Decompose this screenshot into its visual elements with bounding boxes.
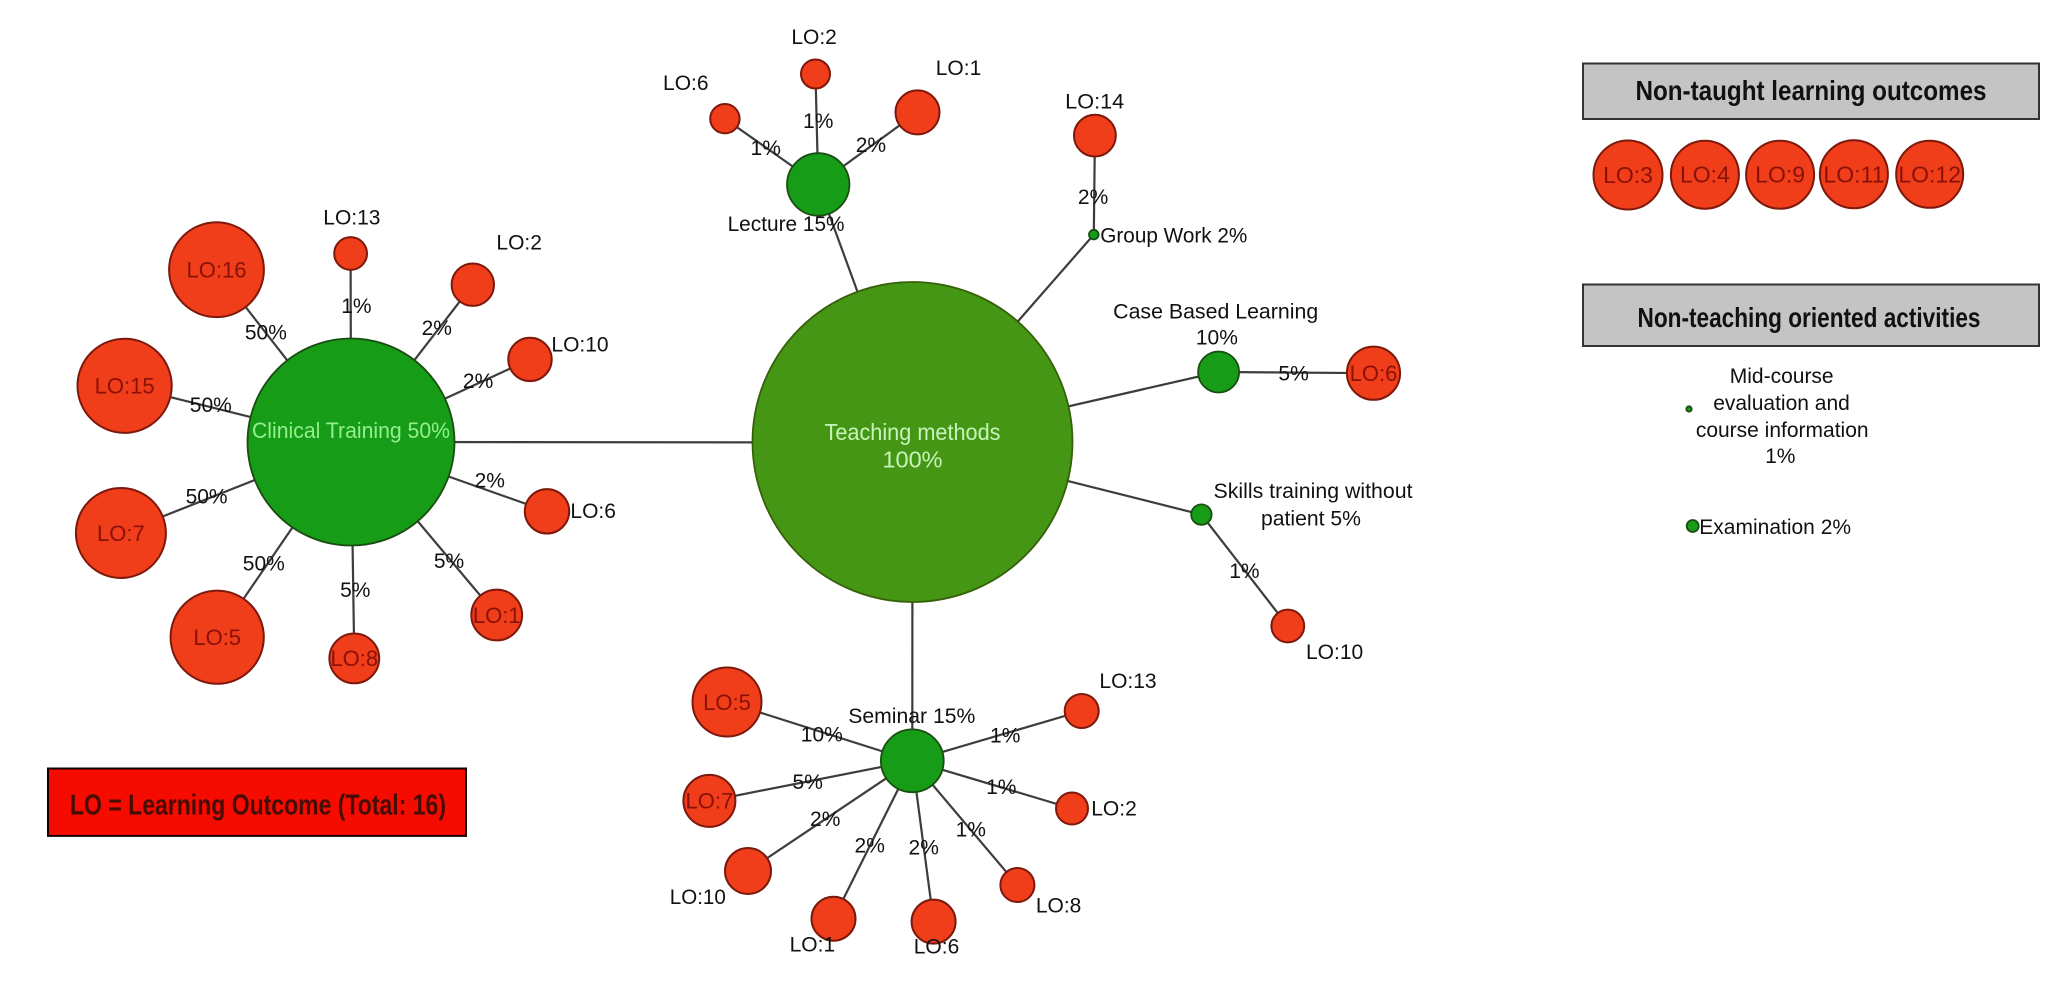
svg-text:LO:11: LO:11 xyxy=(1823,161,1884,187)
svg-text:LO:1: LO:1 xyxy=(790,934,836,957)
svg-text:LO:12: LO:12 xyxy=(1898,161,1961,187)
svg-text:1%: 1% xyxy=(990,724,1020,747)
svg-text:Clinical Training 50%: Clinical Training 50% xyxy=(252,418,450,443)
svg-text:2%: 2% xyxy=(1078,186,1108,209)
svg-text:LO:7: LO:7 xyxy=(686,789,734,814)
svg-text:LO:16: LO:16 xyxy=(187,258,247,283)
svg-text:2%: 2% xyxy=(909,836,939,859)
svg-text:Mid-course: Mid-course xyxy=(1730,365,1834,388)
svg-text:LO:3: LO:3 xyxy=(1603,162,1653,188)
svg-text:2%: 2% xyxy=(810,808,840,831)
svg-text:1%: 1% xyxy=(986,776,1016,799)
svg-text:Examination 2%: Examination 2% xyxy=(1699,516,1851,539)
svg-text:100%: 100% xyxy=(882,447,942,473)
svg-text:1%: 1% xyxy=(1229,560,1259,583)
svg-text:2%: 2% xyxy=(422,317,452,340)
svg-text:LO:7: LO:7 xyxy=(97,521,145,546)
svg-text:LO:6: LO:6 xyxy=(663,72,709,95)
svg-text:5%: 5% xyxy=(793,771,823,794)
svg-text:LO:14: LO:14 xyxy=(1065,91,1124,114)
svg-text:LO:6: LO:6 xyxy=(570,500,616,523)
svg-text:Group Work 2%: Group Work 2% xyxy=(1100,225,1247,248)
svg-text:LO:2: LO:2 xyxy=(496,231,542,254)
svg-text:patient 5%: patient 5% xyxy=(1261,508,1361,531)
svg-text:LO:5: LO:5 xyxy=(193,625,241,650)
svg-text:1%: 1% xyxy=(1765,445,1795,468)
svg-text:LO:1: LO:1 xyxy=(473,603,521,628)
svg-text:LO:6: LO:6 xyxy=(914,936,960,959)
svg-text:LO:8: LO:8 xyxy=(1036,894,1082,917)
svg-text:LO:4: LO:4 xyxy=(1680,162,1730,188)
svg-text:LO:10: LO:10 xyxy=(551,333,608,356)
svg-text:LO:15: LO:15 xyxy=(95,374,155,399)
svg-text:50%: 50% xyxy=(190,394,232,417)
svg-text:50%: 50% xyxy=(186,486,228,509)
svg-text:LO:5: LO:5 xyxy=(703,690,751,715)
svg-text:LO:13: LO:13 xyxy=(1099,670,1156,693)
svg-text:5%: 5% xyxy=(1278,363,1308,386)
svg-text:1%: 1% xyxy=(803,110,833,133)
svg-text:LO:2: LO:2 xyxy=(1091,798,1137,821)
svg-text:Teaching methods: Teaching methods xyxy=(825,419,1001,445)
svg-text:LO:2: LO:2 xyxy=(791,26,837,49)
svg-text:2%: 2% xyxy=(463,370,493,393)
svg-text:LO = Learning Outcome (Total:: LO = Learning Outcome (Total: 16) xyxy=(70,790,446,822)
svg-text:LO:13: LO:13 xyxy=(323,206,380,229)
svg-text:course information: course information xyxy=(1696,419,1869,442)
svg-text:50%: 50% xyxy=(243,553,285,576)
svg-text:1%: 1% xyxy=(751,137,781,160)
svg-text:Skills training without: Skills training without xyxy=(1214,480,1413,503)
svg-text:10%: 10% xyxy=(801,724,843,747)
svg-text:2%: 2% xyxy=(856,134,886,157)
svg-text:2%: 2% xyxy=(475,470,505,493)
svg-text:LO:9: LO:9 xyxy=(1755,162,1805,188)
svg-text:Lecture 15%: Lecture 15% xyxy=(728,213,845,236)
svg-text:1%: 1% xyxy=(341,295,371,318)
svg-text:Case Based Learning: Case Based Learning xyxy=(1113,301,1318,324)
svg-text:Non-taught learning outcomes: Non-taught learning outcomes xyxy=(1636,75,1987,106)
svg-text:50%: 50% xyxy=(245,321,287,344)
svg-text:Non-teaching oriented activiti: Non-teaching oriented activities xyxy=(1638,302,1981,333)
svg-text:1%: 1% xyxy=(956,819,986,842)
svg-text:Seminar 15%: Seminar 15% xyxy=(848,705,975,728)
svg-text:LO:10: LO:10 xyxy=(1306,641,1363,664)
svg-text:LO:6: LO:6 xyxy=(1350,361,1398,386)
svg-text:5%: 5% xyxy=(340,579,370,602)
svg-text:2%: 2% xyxy=(855,835,885,858)
svg-text:LO:10: LO:10 xyxy=(670,886,726,909)
svg-text:5%: 5% xyxy=(434,550,464,573)
svg-text:LO:8: LO:8 xyxy=(330,646,378,671)
svg-text:LO:1: LO:1 xyxy=(936,57,982,80)
svg-text:evaluation and: evaluation and xyxy=(1713,392,1850,415)
svg-text:10%: 10% xyxy=(1196,327,1238,350)
